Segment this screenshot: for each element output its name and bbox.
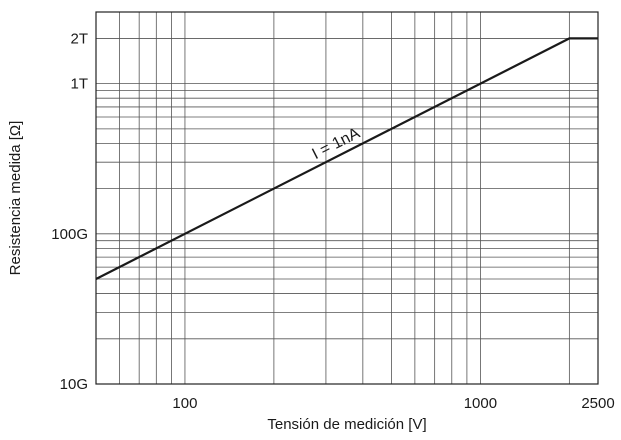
y-axis-title: Resistencia medida [Ω] [7, 121, 24, 276]
series-line-0 [95, 37, 598, 280]
y-tick-label-3: 2T [70, 30, 88, 47]
x-tick-label-0: 100 [172, 395, 197, 412]
grid [96, 12, 598, 384]
series-layer [95, 37, 598, 280]
y-tick-label-2: 1T [70, 76, 88, 93]
x-axis-title: Tensión de medición [V] [267, 416, 426, 433]
plot-frame [95, 11, 599, 385]
x-tick-labels: 100 1000 2500 [172, 395, 614, 412]
x-tick-label-1: 1000 [464, 395, 497, 412]
y-tick-label-0: 10G [60, 376, 88, 393]
y-tick-label-1: 100G [51, 226, 88, 243]
x-tick-label-2: 2500 [581, 395, 614, 412]
y-tick-labels: 10G 100G 1T 2T [51, 30, 88, 393]
